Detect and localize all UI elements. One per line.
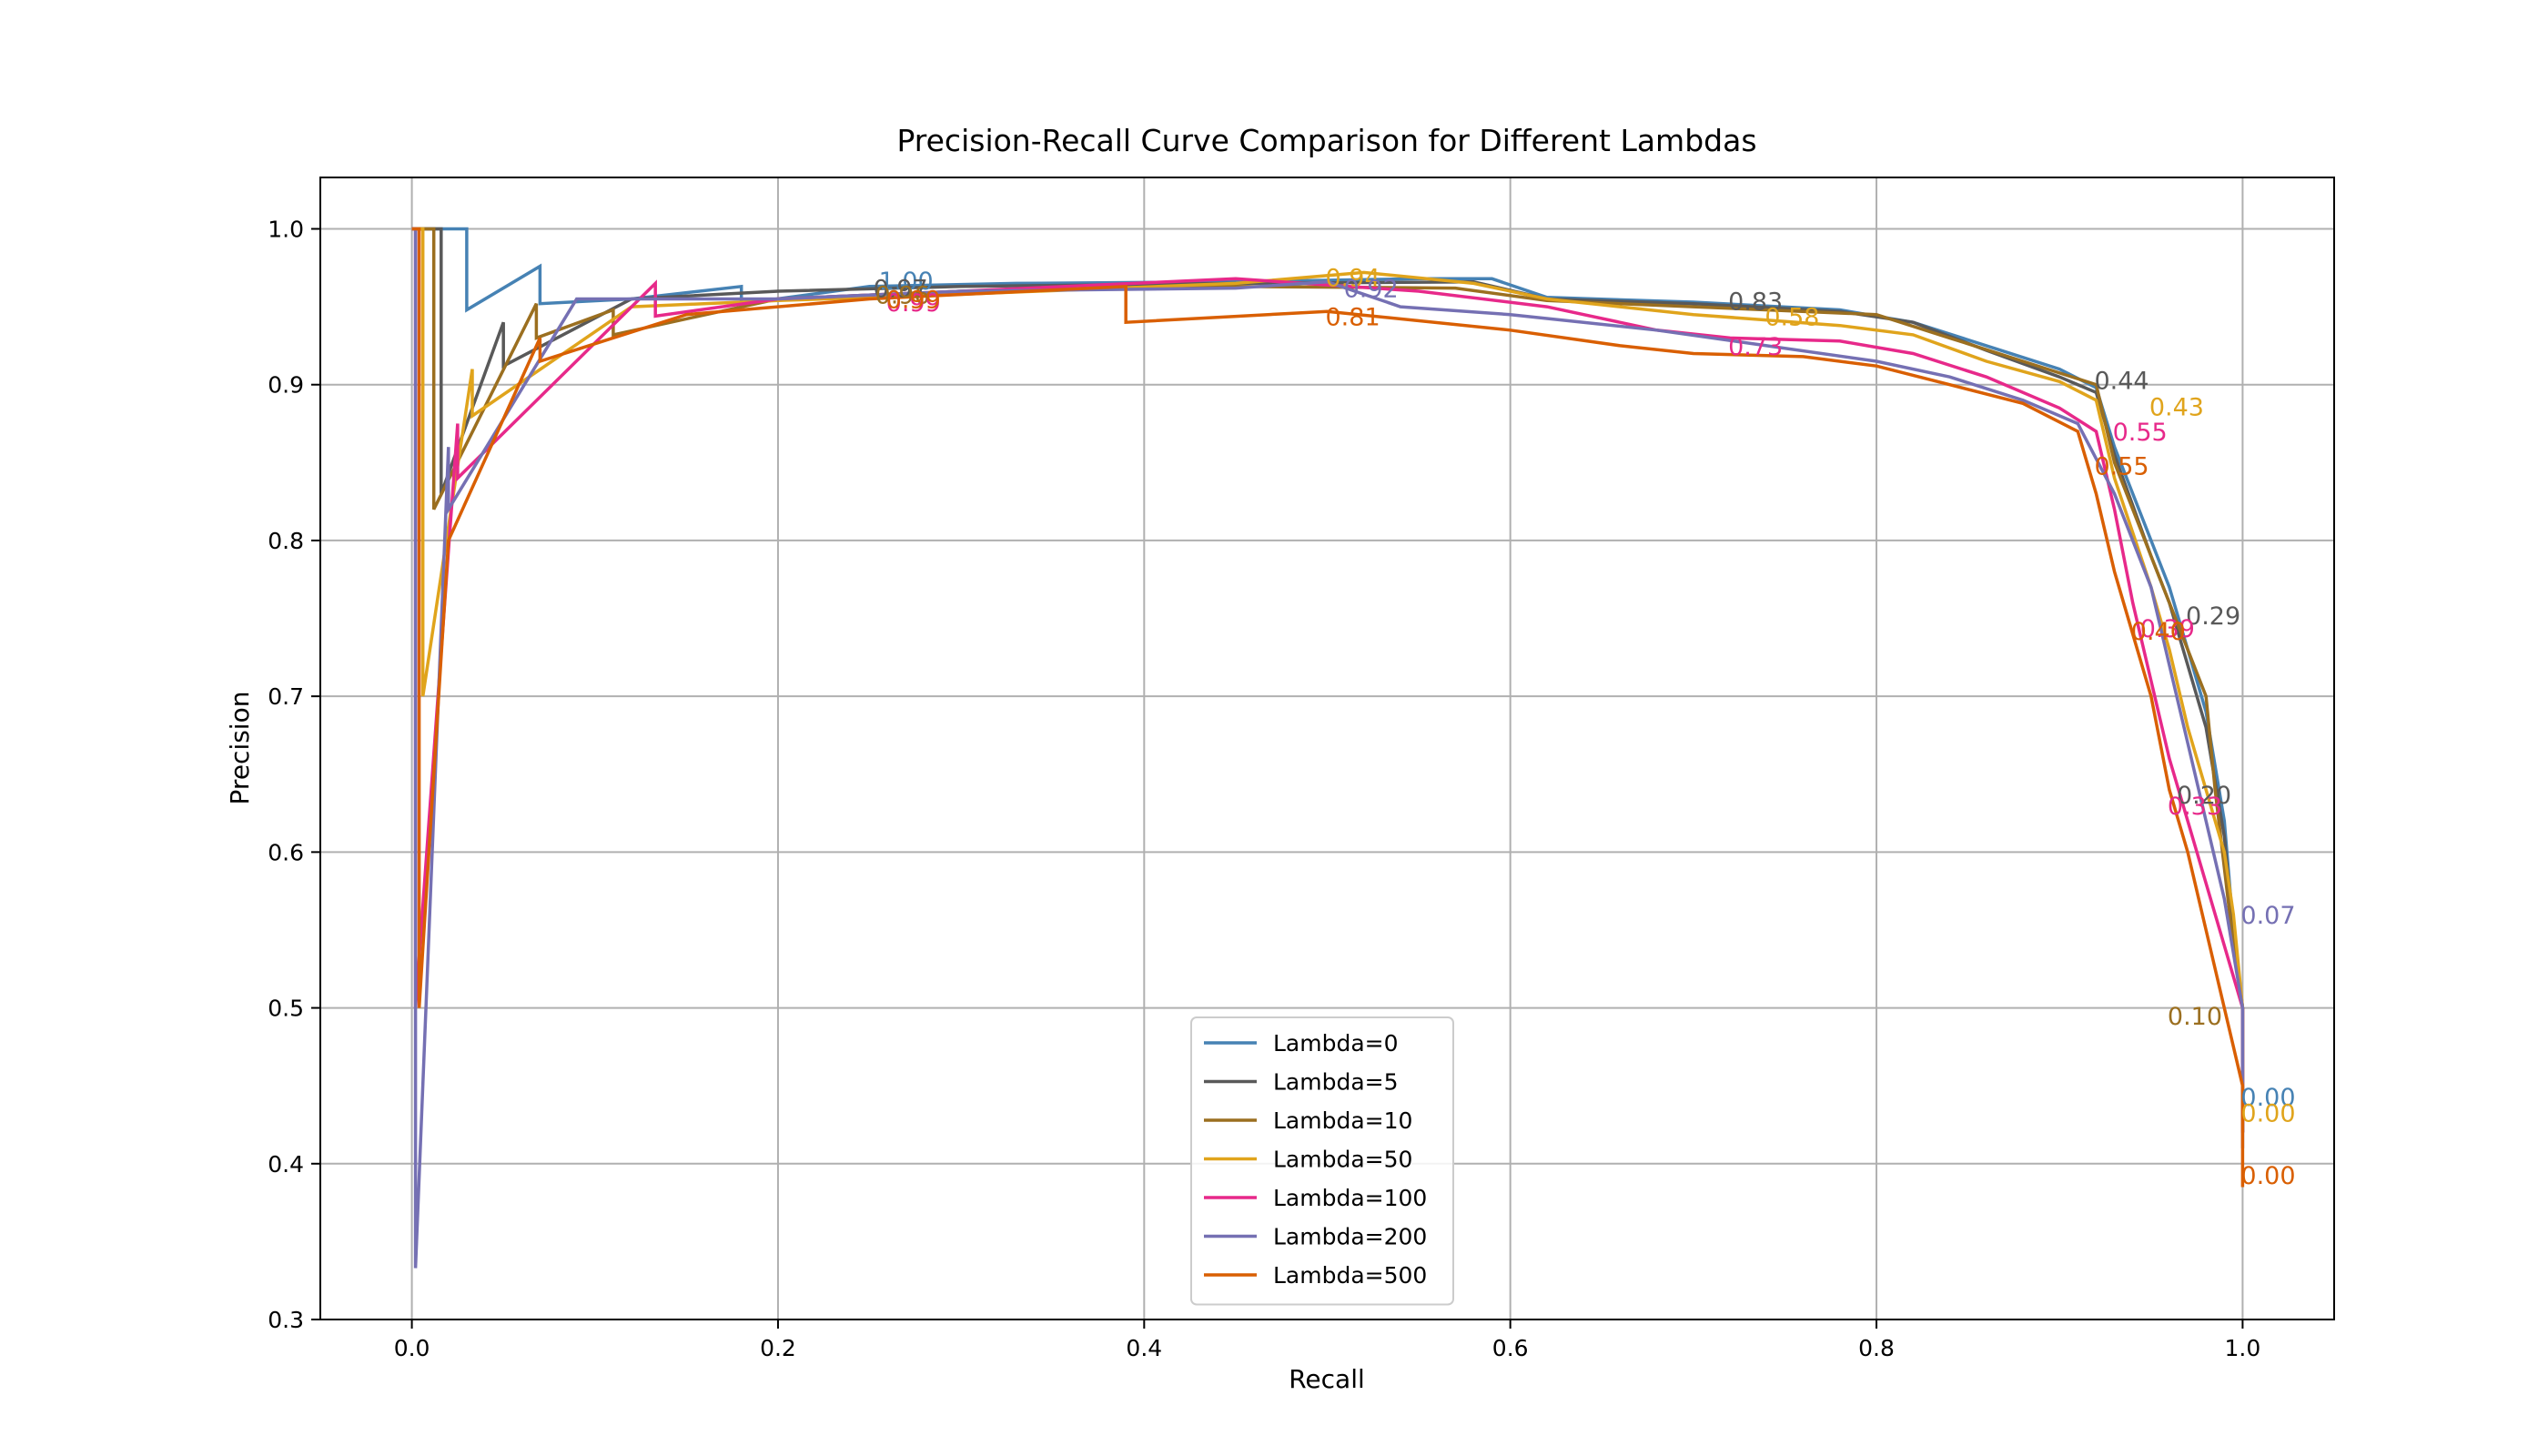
- y-tick-label: 0.4: [268, 1151, 304, 1178]
- series-line-6: [411, 227, 2245, 1188]
- y-tick-label: 1.0: [268, 217, 304, 243]
- legend-entry-label: Lambda=10: [1273, 1107, 1412, 1134]
- series-lines: [411, 227, 2245, 1269]
- point-label: 0.96: [875, 281, 930, 309]
- y-axis-label: Precision: [225, 692, 255, 805]
- legend-entry-label: Lambda=0: [1273, 1030, 1399, 1057]
- x-tick-label: 0.0: [394, 1335, 430, 1361]
- point-label: 0.55: [2094, 453, 2149, 481]
- x-tick-label: 0.6: [1492, 1335, 1529, 1361]
- plot-frame: [319, 177, 2335, 1320]
- point-label: 0.92: [1344, 276, 1399, 304]
- point-label: 0.33: [2168, 793, 2222, 821]
- point-label: 0.43: [2149, 394, 2204, 422]
- point-label: 0.81: [1326, 303, 1380, 331]
- legend-box: [1190, 1016, 1454, 1306]
- x-tick-label: 0.4: [1126, 1335, 1162, 1361]
- point-label: 0.00: [2240, 1099, 2295, 1127]
- legend: Lambda=0 Lambda=5 Lambda=10 Lambda=50 Lambda…: [1190, 1016, 1454, 1306]
- x-axis-label: Recall: [1289, 1364, 1365, 1394]
- point-label: 0.29: [2186, 602, 2240, 631]
- series-line-1: [411, 227, 2245, 1133]
- point-label: 0.83: [1728, 288, 1783, 316]
- point-label: 0.97: [874, 276, 928, 304]
- point-label: 0.10: [2168, 1003, 2222, 1031]
- legend-entry-label: Lambda=500: [1273, 1262, 1427, 1289]
- point-label: 0.99: [886, 289, 941, 318]
- point-label: 0.44: [2094, 368, 2149, 396]
- point-label: 1.00: [879, 268, 934, 296]
- point-label: 0.94: [1326, 265, 1380, 293]
- grid-lines: [320, 177, 2334, 1320]
- point-label: 0.58: [1764, 303, 1819, 331]
- legend-entry-label: Lambda=50: [1273, 1147, 1412, 1173]
- y-tick-label: 0.8: [268, 528, 304, 554]
- y-tick-label: 0.9: [268, 372, 304, 399]
- point-label: 0.39: [2140, 615, 2195, 643]
- x-tick-label: 1.0: [2225, 1335, 2261, 1361]
- point-label: 0.40: [2131, 618, 2186, 646]
- point-label: 0.20: [2177, 782, 2231, 810]
- series-line-5: [411, 227, 2245, 1269]
- y-tick-label: 0.6: [268, 839, 304, 865]
- point-label: 0.55: [2113, 419, 2168, 447]
- legend-entry-label: Lambda=100: [1273, 1185, 1427, 1211]
- chart-title: Precision-Recall Curve Comparison for Di…: [896, 123, 1756, 158]
- legend-entry-label: Lambda=5: [1273, 1069, 1399, 1096]
- y-tick-label: 0.7: [268, 683, 304, 710]
- point-label: 0.07: [2240, 902, 2295, 930]
- point-label: 0.99: [886, 287, 941, 315]
- point-annotations: 1.00 0.00 0.97 0.83 0.44 0.29 0.20 0.96 0.10 0.94…: [874, 265, 2296, 1190]
- axis-ticks: 0.0 0.2 0.4 0.6 0.8 1.0 0.3 0.4 0.5 0.6 0.7 0.8 0.9 1…: [268, 217, 2260, 1361]
- series-line-2: [411, 227, 2245, 1133]
- point-label: 0.00: [2240, 1162, 2295, 1190]
- x-tick-label: 0.2: [760, 1335, 796, 1361]
- point-label: 0.00: [2240, 1084, 2295, 1112]
- legend-entry-label: Lambda=200: [1273, 1224, 1427, 1250]
- y-tick-label: 0.3: [268, 1307, 304, 1333]
- x-tick-label: 0.8: [1858, 1335, 1895, 1361]
- series-line-4: [411, 227, 2245, 1133]
- y-tick-label: 0.5: [268, 996, 304, 1022]
- point-label: 0.73: [1728, 333, 1783, 361]
- series-line-3: [411, 227, 2245, 1117]
